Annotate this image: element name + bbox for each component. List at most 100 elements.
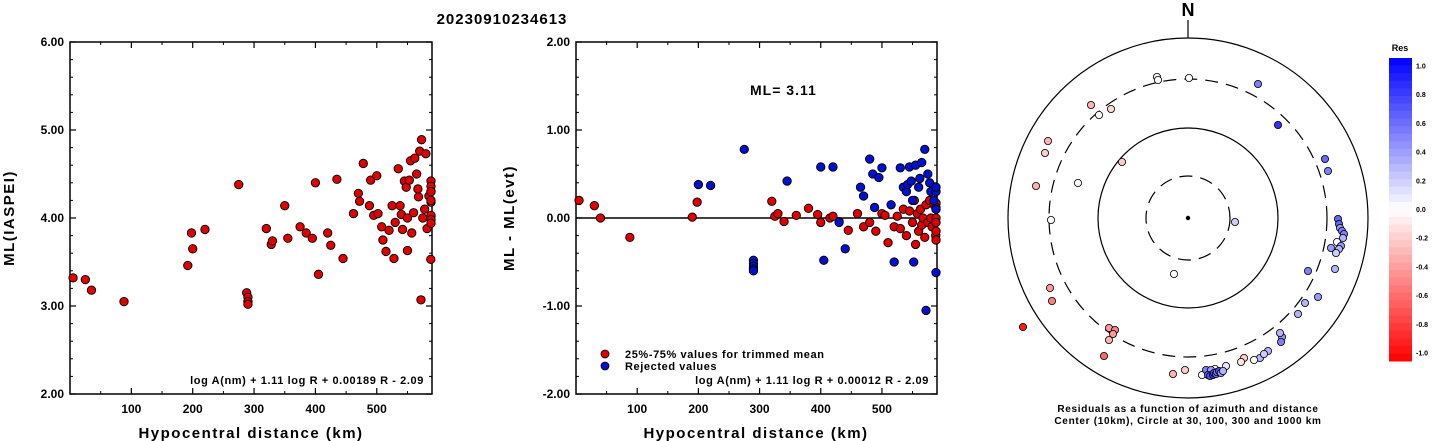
colorbar-cell <box>1389 315 1412 324</box>
plot2-point-rejected <box>693 179 704 190</box>
plot1-point-accepted <box>186 228 197 238</box>
polar-station-point <box>1087 101 1096 110</box>
colorbar-tick-label: -1.0 <box>1416 351 1428 358</box>
plot1-x-label: Hypocentral distance (km) <box>138 425 363 441</box>
plot1-point-accepted <box>332 174 342 184</box>
polar-station-point <box>1304 266 1313 275</box>
plot2-point-rejected <box>931 204 941 214</box>
colorbar-cell <box>1389 103 1412 112</box>
polar-station-point <box>1332 248 1341 257</box>
colorbar-tick-label: 1.0 <box>1416 64 1426 71</box>
plot2-point-rejected <box>925 178 935 188</box>
plot2-point-rejected <box>816 162 826 172</box>
plot1-point-accepted <box>393 164 403 174</box>
circle-30km <box>1145 175 1231 261</box>
azimuth-residual-plot: N Residuals as a function of azimuth and… <box>1007 0 1369 427</box>
plot2-point-rejected <box>782 176 792 186</box>
plot2-point-accepted <box>779 216 789 227</box>
plot1-point-accepted <box>407 228 417 238</box>
plot1-point-accepted <box>307 233 318 243</box>
polar-station-point <box>1109 329 1118 338</box>
plot1-point-accepted <box>80 274 90 285</box>
polar-station-point <box>1314 292 1323 301</box>
polar-station-point <box>1046 283 1055 292</box>
colorbar-cell <box>1389 270 1412 279</box>
plot1-points <box>68 135 436 309</box>
ml-vs-distance-plot: 2.00 3.00 4.00 5.00 6.00 100 200 300 400 500 log … <box>1 35 436 441</box>
colorbar-cell <box>1389 330 1412 339</box>
colorbar-tick-label: 0.2 <box>1416 178 1426 185</box>
plot2-x-label: Hypocentral distance (km) <box>643 425 868 441</box>
colorbar-tick-label: 0.0 <box>1416 207 1426 214</box>
polar-station-point <box>1169 369 1178 378</box>
polar-station-point <box>1237 357 1246 366</box>
colorbar-cell <box>1389 133 1412 142</box>
plot1-point-accepted <box>313 269 324 279</box>
plot2-point-accepted <box>931 226 941 236</box>
colorbar-cells <box>1389 58 1412 362</box>
plot2-y-label: ML - ML(evt) <box>501 165 518 271</box>
plot2-point-accepted <box>692 197 702 207</box>
plot1-point-accepted <box>68 273 78 283</box>
plot1-point-accepted <box>301 228 311 238</box>
plot2-point-rejected <box>906 176 916 186</box>
plot1-point-accepted <box>348 208 359 219</box>
plot2-point-accepted <box>816 217 826 228</box>
plot2-point-rejected <box>819 255 829 265</box>
plot2-point-accepted <box>803 203 814 213</box>
plot2-xtick-label: 500 <box>872 402 892 416</box>
plot1-ytick-label: 4.00 <box>41 211 65 225</box>
polar-station-point <box>1254 80 1263 89</box>
colorbar-cell <box>1389 65 1412 74</box>
plot2-ytick-label: -1.00 <box>543 299 571 313</box>
plot1-point-accepted <box>402 213 413 223</box>
plot1-point-accepted <box>323 228 333 238</box>
polar-station-point <box>1185 74 1194 83</box>
plot1-point-accepted <box>373 208 383 219</box>
plot2-point-accepted <box>589 201 600 211</box>
plot1-point-accepted <box>280 201 290 211</box>
plot2-point-accepted <box>773 208 783 219</box>
plot2-point-rejected <box>865 154 875 164</box>
polar-caption-line1: Residuals as a function of azimuth and d… <box>1057 404 1318 415</box>
colorbar-cell <box>1389 171 1412 180</box>
plot2-point-rejected <box>907 195 918 206</box>
plot1-point-accepted <box>378 235 388 245</box>
colorbar-cell <box>1389 156 1412 165</box>
plot2-ytick-label: -2.00 <box>543 387 571 401</box>
plot2-formula: log A(nm) + 1.11 log R + 0.00012 R - 2.0… <box>695 375 929 387</box>
plot1-point-accepted <box>243 299 253 309</box>
plot1-xtick-label: 500 <box>367 402 387 416</box>
plot1-point-accepted <box>421 149 431 159</box>
colorbar-cell <box>1389 141 1412 150</box>
colorbar-cell <box>1389 58 1412 67</box>
colorbar-cell <box>1389 209 1412 218</box>
polar-station-point <box>1294 309 1303 318</box>
colorbar-cell <box>1389 148 1412 157</box>
legend-rejected-label: Rejected values <box>625 361 717 373</box>
polar-station-point <box>1331 264 1340 273</box>
circle-100km <box>1097 127 1279 309</box>
plot2-xtick-label: 300 <box>750 402 770 416</box>
plot2-point-rejected <box>923 169 933 179</box>
plot1-point-accepted <box>412 169 422 179</box>
plot1-point-accepted <box>426 254 436 265</box>
legend-accepted-label: 25%-75% values for trimmed mean <box>625 349 825 361</box>
plot1-ticks: 2.00 3.00 4.00 5.00 6.00 100 200 300 400 500 <box>41 35 432 416</box>
plot2-point-accepted <box>852 208 863 219</box>
plot1-ytick-label: 3.00 <box>41 299 65 313</box>
polar-station-point <box>1276 328 1285 337</box>
plot2-point-accepted <box>595 213 606 223</box>
plot2-point-accepted <box>687 212 697 222</box>
plot2-point-rejected <box>874 172 884 183</box>
colorbar-tick-label: 0.4 <box>1416 150 1426 157</box>
plot2-point-accepted <box>920 232 930 243</box>
plot1-xtick-label: 200 <box>183 402 203 416</box>
plot2-point-accepted <box>895 223 905 234</box>
plot2-point-rejected <box>858 191 869 201</box>
plot2-point-rejected <box>895 163 905 173</box>
polar-station-point <box>1219 366 1228 375</box>
plot2-point-accepted <box>828 211 838 221</box>
plot1-point-accepted <box>377 222 387 232</box>
colorbar-cell <box>1389 126 1412 135</box>
